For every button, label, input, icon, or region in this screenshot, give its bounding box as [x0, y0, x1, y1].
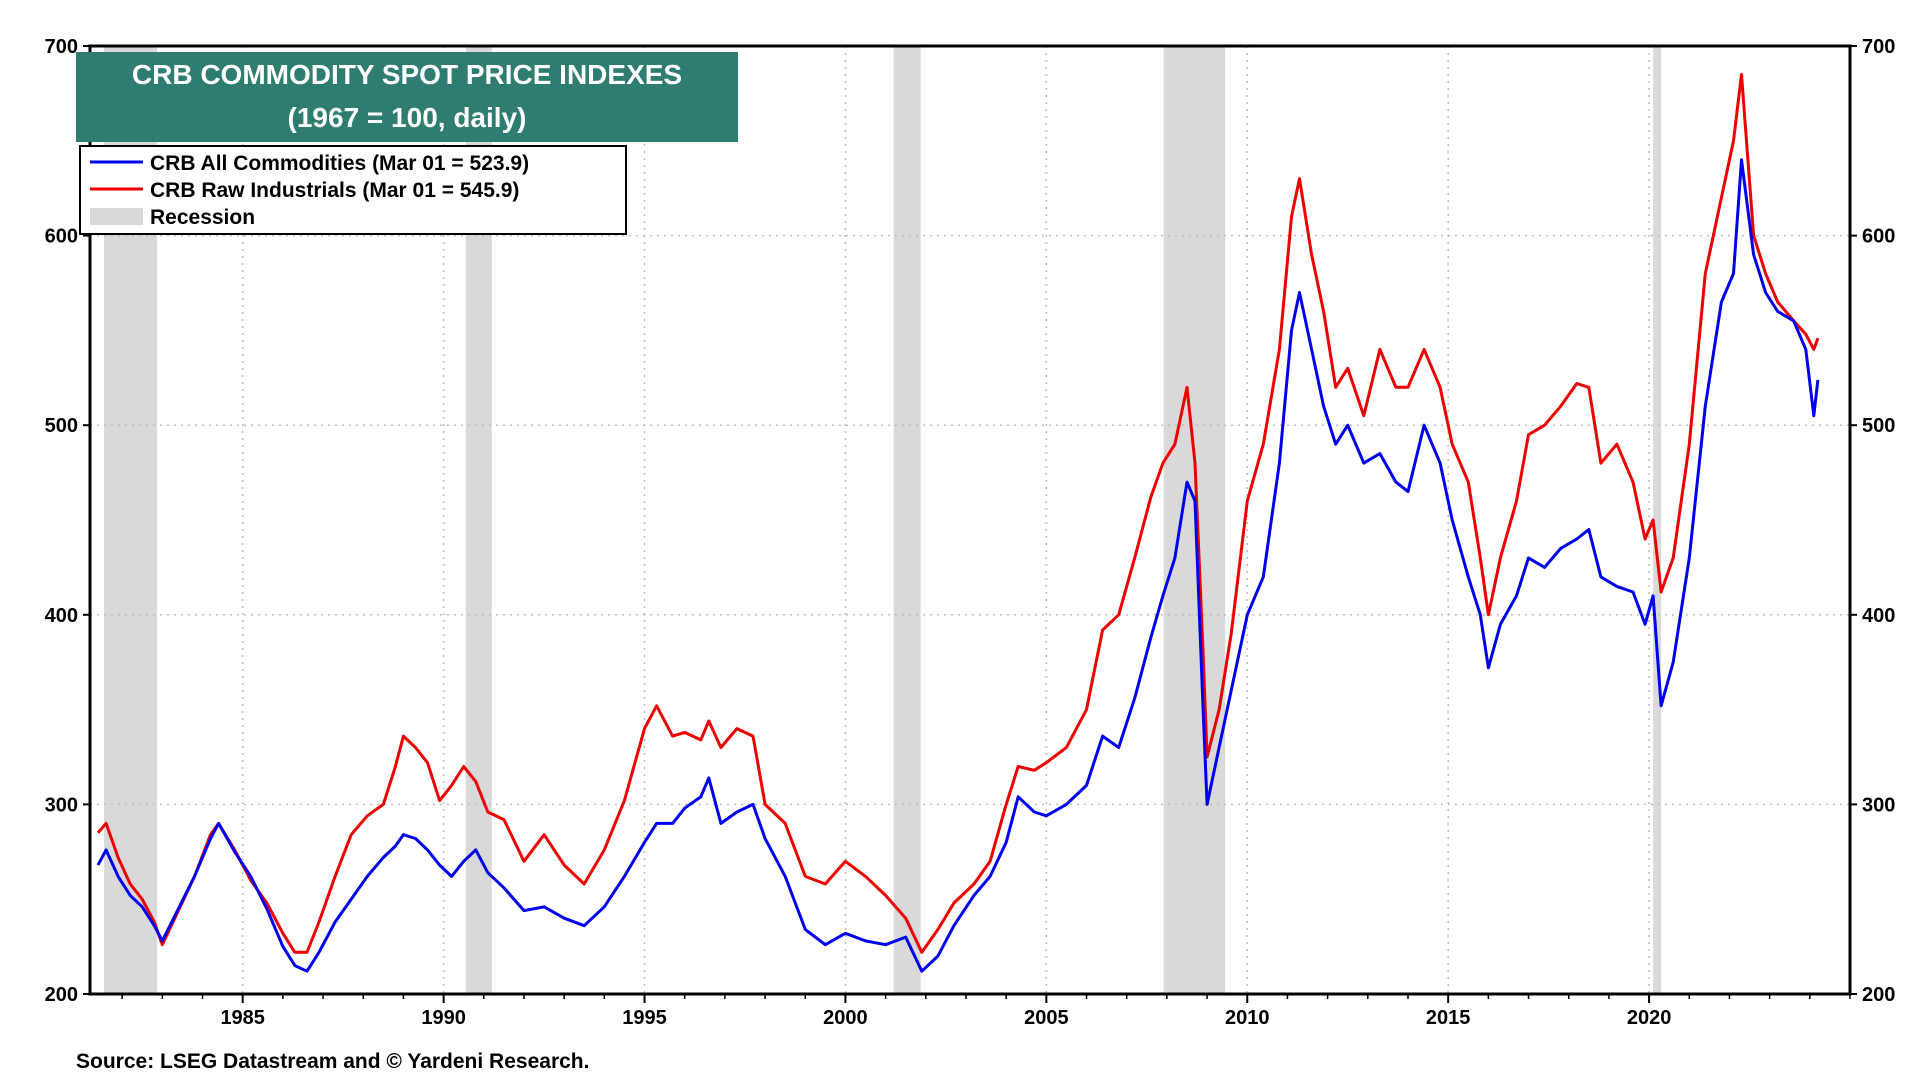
legend-label-recession: Recession [150, 206, 255, 229]
ytick-label-left-600: 600 [45, 226, 78, 248]
xtick-label-1990: 1990 [421, 1007, 466, 1029]
xtick-label-2020: 2020 [1627, 1007, 1672, 1029]
xtick-label-2005: 2005 [1024, 1007, 1069, 1029]
series-line-0 [96, 158, 1820, 973]
legend-label-raw-industrials: CRB Raw Industrials (Mar 01 = 545.9) [150, 179, 519, 202]
ytick-label-right-200: 200 [1862, 984, 1895, 1006]
ytick-label-left-500: 500 [45, 415, 78, 437]
legend-label-all-commodities: CRB All Commodities (Mar 01 = 523.9) [150, 152, 529, 175]
title-box [76, 52, 738, 142]
ytick-label-right-500: 500 [1862, 415, 1895, 437]
recession-band-4 [1653, 46, 1662, 994]
ytick-label-left-300: 300 [45, 794, 78, 816]
xtick-label-2010: 2010 [1225, 1007, 1270, 1029]
xtick-label-2000: 2000 [823, 1007, 868, 1029]
xtick-label-2015: 2015 [1426, 1007, 1471, 1029]
legend-swatch-recession [90, 208, 143, 225]
ytick-label-left-200: 200 [45, 984, 78, 1006]
ytick-label-right-600: 600 [1862, 226, 1895, 248]
chart-subtitle: (1967 = 100, daily) [288, 102, 527, 133]
ytick-label-left-700: 700 [45, 36, 78, 58]
xtick-label-1985: 1985 [220, 1007, 265, 1029]
ytick-label-right-400: 400 [1862, 605, 1895, 627]
recession-band-2 [893, 46, 921, 994]
plot-frame [88, 44, 1852, 996]
xtick-label-1995: 1995 [622, 1007, 667, 1029]
ytick-label-left-400: 400 [45, 605, 78, 627]
chart-title: CRB COMMODITY SPOT PRICE INDEXES [132, 59, 682, 90]
ytick-label-right-300: 300 [1862, 794, 1895, 816]
legend-box [79, 145, 627, 235]
ytick-label-right-700: 700 [1862, 36, 1895, 58]
series-line-1 [96, 72, 1820, 954]
source-note: Source: LSEG Datastream and © Yardeni Re… [76, 1050, 589, 1073]
